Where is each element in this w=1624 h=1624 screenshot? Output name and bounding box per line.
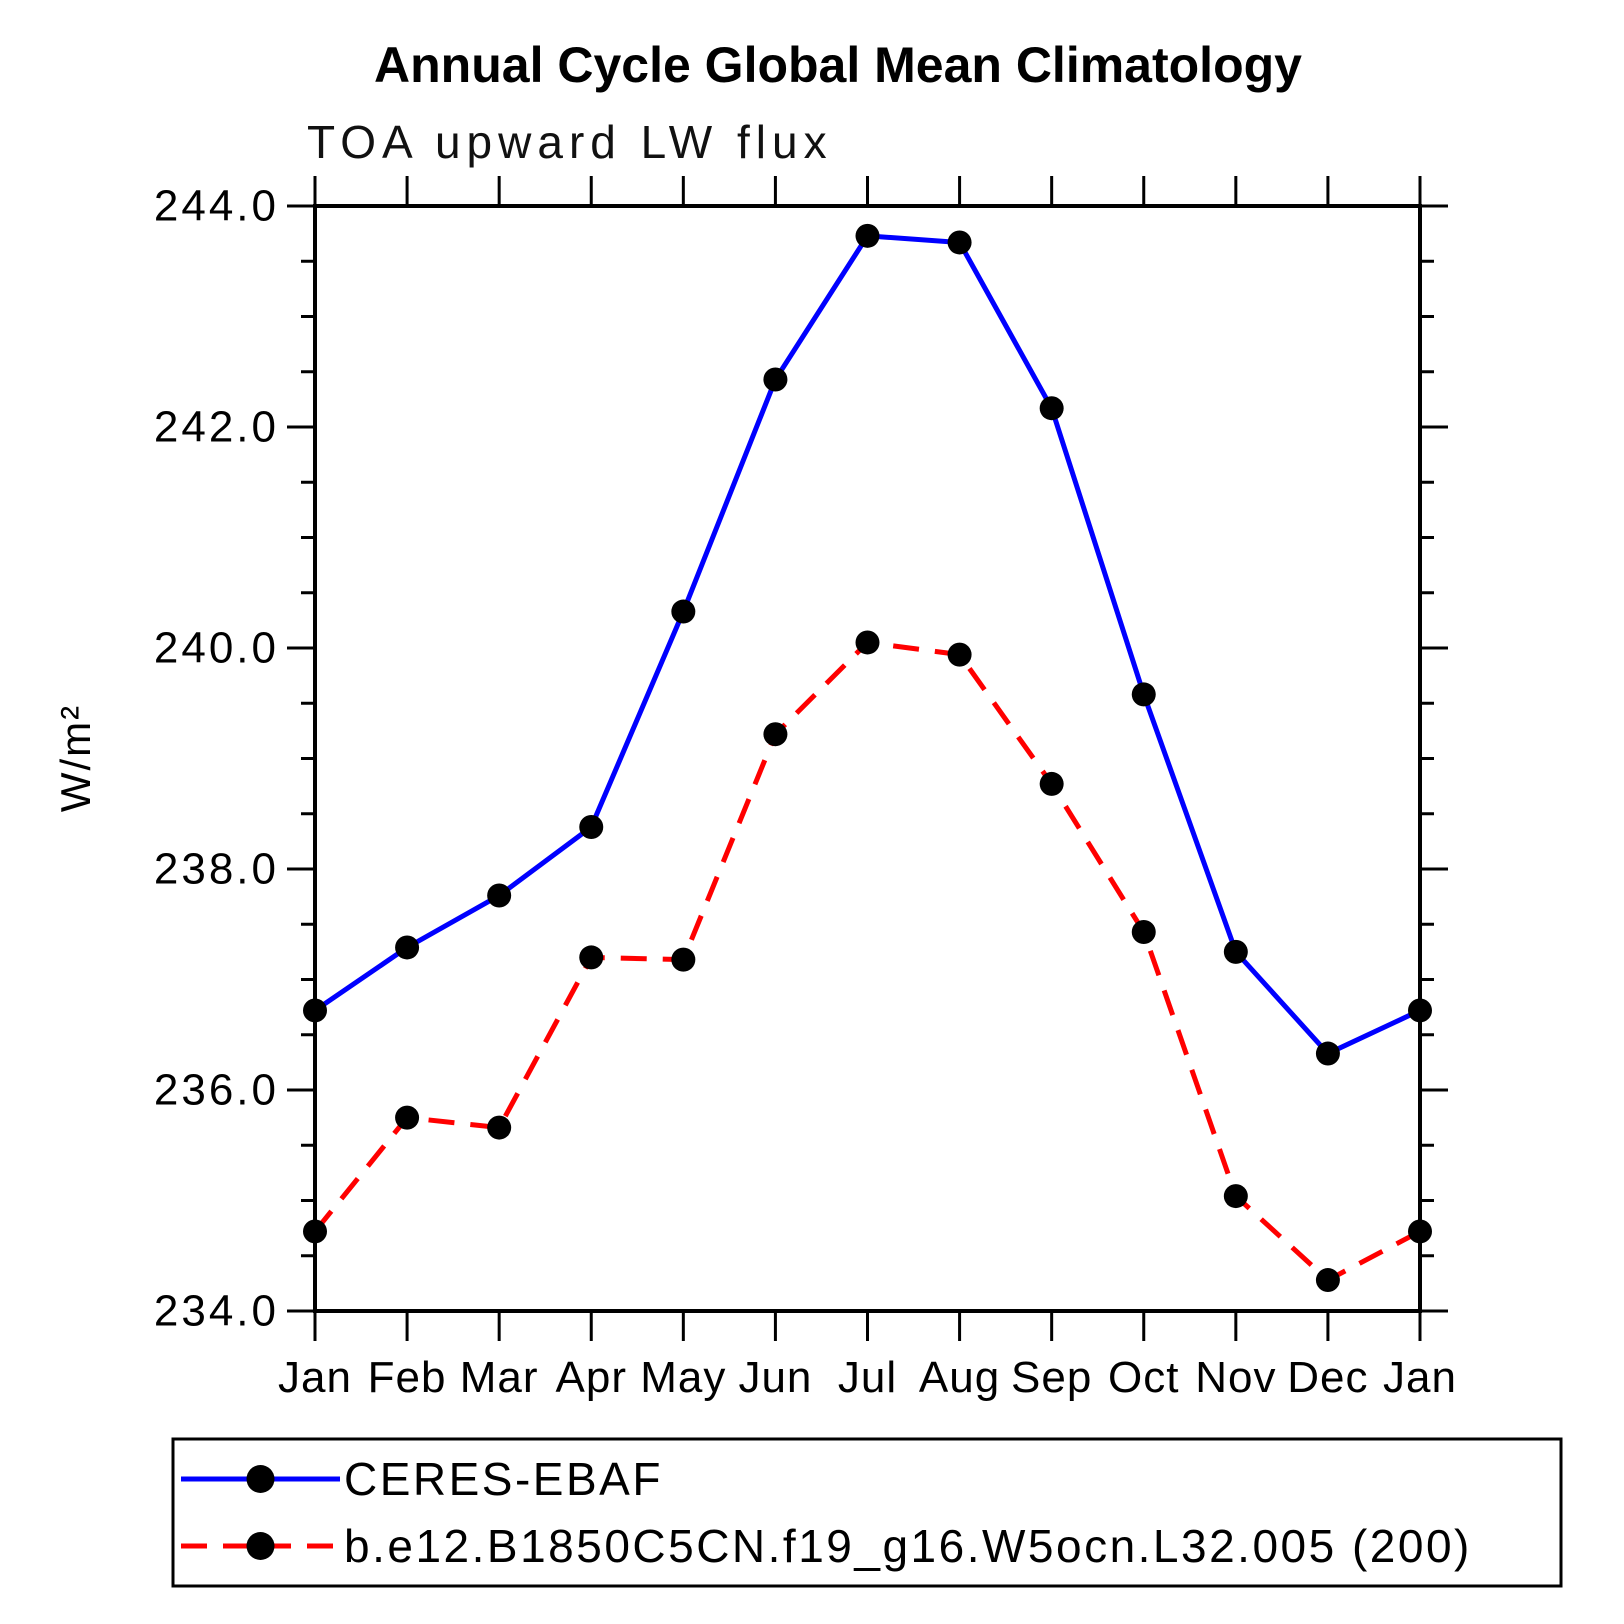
data-point-marker — [671, 599, 696, 624]
x-tick-label: Sep — [1011, 1353, 1092, 1402]
data-point-marker — [303, 998, 327, 1023]
x-tick-label: Dec — [1287, 1353, 1368, 1402]
data-point-marker — [579, 945, 604, 970]
plot-area: 234.0 236.0 238.0 240.0 242.0 244.0 Jan Feb Mar A… — [154, 176, 1457, 1402]
data-point-marker — [487, 1115, 512, 1140]
data-point-marker — [947, 230, 972, 255]
data-point-marker — [1315, 1041, 1340, 1066]
data-point-marker — [855, 630, 880, 655]
legend-label: CERES-EBAF — [344, 1453, 663, 1505]
legend-marker — [246, 1465, 275, 1493]
data-point-marker — [671, 947, 696, 972]
data-series — [303, 223, 1432, 1293]
legend-box — [171, 1437, 1563, 1588]
y-tick-label: 236.0 — [154, 1066, 279, 1115]
x-tick-label: Mar — [460, 1353, 539, 1402]
series-line — [313, 639, 1422, 1284]
x-tick-label: Feb — [368, 1353, 447, 1402]
y-tick-label: 234.0 — [154, 1287, 279, 1336]
data-point-marker — [487, 883, 512, 908]
x-tick-label: Jul — [838, 1353, 897, 1402]
data-point-marker — [1131, 919, 1156, 944]
data-point-marker — [395, 935, 420, 960]
data-point-marker — [1223, 939, 1248, 964]
x-tick-label: Jan — [278, 1353, 352, 1402]
x-tick-label: Jan — [1383, 1353, 1457, 1402]
legend-label: b.e12.B1850C5CN.f19_g16.W5ocn.L32.005 (2… — [344, 1520, 1472, 1572]
data-point-marker — [947, 642, 972, 667]
chart-title: Annual Cycle Global Mean Climatology — [374, 37, 1302, 93]
data-point-marker — [1039, 771, 1064, 796]
data-point-marker — [855, 223, 880, 248]
data-point-marker — [1408, 1219, 1432, 1244]
data-point-marker — [1039, 396, 1064, 421]
data-point-marker — [763, 722, 788, 747]
y-axis-label: W/m² — [52, 704, 99, 812]
data-point-marker — [303, 1219, 327, 1244]
legend: CERES-EBAF b.e12.B1850C5CN.f19_g16.W5ocn.… — [171, 1437, 1563, 1588]
chart-subtitle: TOA upward LW flux — [307, 116, 833, 168]
x-tick-label: Nov — [1195, 1353, 1276, 1402]
y-tick-label: 240.0 — [154, 624, 279, 673]
x-tick-label: Jun — [738, 1353, 812, 1402]
x-tick-label: Apr — [556, 1353, 627, 1402]
y-tick-label: 244.0 — [154, 182, 279, 231]
data-point-marker — [579, 815, 604, 840]
y-tick-label: 242.0 — [154, 403, 279, 452]
x-tick-label: Aug — [919, 1353, 1000, 1402]
data-point-marker — [395, 1105, 420, 1130]
legend-marker — [246, 1532, 275, 1560]
data-point-marker — [1408, 998, 1432, 1023]
x-tick-label: Oct — [1108, 1353, 1179, 1402]
data-point-marker — [763, 367, 788, 392]
data-point-marker — [1223, 1184, 1248, 1209]
data-point-marker — [1315, 1268, 1340, 1293]
data-point-marker — [1131, 682, 1156, 707]
axis-frame — [313, 204, 1422, 1313]
x-tick-label: May — [640, 1353, 726, 1402]
y-tick-label: 238.0 — [154, 845, 279, 894]
